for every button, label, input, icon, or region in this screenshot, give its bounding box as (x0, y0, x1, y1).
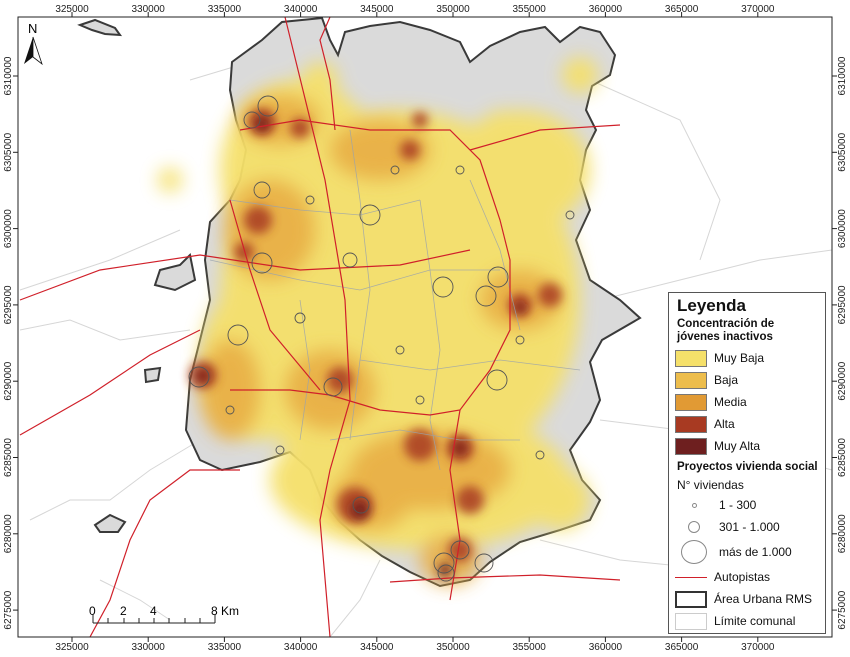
scale-label-8: 8 Km (211, 604, 239, 618)
highways-row: Autopistas (675, 566, 819, 588)
heat-class-label: Media (714, 395, 747, 409)
x-tick-label: 365000 (665, 4, 699, 15)
highways-label: Autopistas (714, 570, 771, 584)
communes-label: Límite comunal (714, 614, 796, 628)
y-tick-label: 6285000 (3, 438, 14, 477)
x-tick-label: 350000 (436, 4, 470, 15)
coordinate-ticks: 325000 325000 330000 330000 335000 335000 3400… (3, 4, 848, 653)
y-tick-label: 6290000 (3, 361, 14, 400)
heat-class-label: Baja (714, 373, 739, 387)
size-label: 1 - 300 (719, 498, 757, 512)
urban-area-fragment (77, 18, 197, 533)
map-frame (17, 16, 833, 638)
scale-label-4: 4 (150, 604, 157, 618)
heat-layer (158, 57, 598, 585)
heat-swatch (675, 437, 707, 455)
x-tick-label: 330000 (132, 4, 166, 15)
size-label: 301 - 1.000 (719, 520, 780, 534)
y-tick-label: 6305000 (837, 132, 848, 171)
y-tick-label: 6305000 (3, 132, 14, 171)
y-tick-label: 6280000 (837, 514, 848, 553)
size-row-large: más de 1.000 (675, 538, 819, 566)
heat-swatch (675, 415, 707, 433)
scale-label-0: 0 (89, 604, 96, 618)
y-tick-label: 6295000 (3, 285, 14, 324)
x-tick-label: 370000 (741, 4, 775, 15)
size-label: más de 1.000 (719, 545, 792, 559)
heat-swatch (675, 349, 707, 367)
units-label: N° viviendas (677, 478, 744, 492)
x-tick-label: 355000 (513, 642, 547, 653)
heat-class-label: Muy Alta (714, 439, 761, 453)
y-tick-label: 6300000 (837, 209, 848, 248)
x-tick-label: 370000 (741, 642, 775, 653)
x-tick-label: 350000 (436, 642, 470, 653)
urban-area-label: Área Urbana RMS (714, 592, 813, 606)
heat-swatch (675, 393, 707, 411)
y-tick-label: 6280000 (3, 514, 14, 553)
heat-class-label: Muy Baja (714, 351, 765, 365)
x-tick-label: 345000 (360, 4, 394, 15)
y-tick-label: 6275000 (837, 590, 848, 629)
x-tick-label: 355000 (513, 4, 547, 15)
x-tick-label: 325000 (55, 642, 89, 653)
heat-class-row: Muy Alta (675, 435, 819, 457)
y-tick-label: 6310000 (3, 56, 14, 95)
x-tick-label: 365000 (665, 642, 699, 653)
legend: Leyenda Concentración de jóvenes inactiv… (668, 292, 826, 634)
y-tick-label: 6275000 (3, 590, 14, 629)
x-tick-label: 340000 (284, 642, 318, 653)
size-row-small: 1 - 300 (675, 494, 819, 516)
size-row-medium: 301 - 1.000 (675, 516, 819, 538)
heat-class-row: Alta (675, 413, 819, 435)
north-arrow-icon: N (24, 21, 43, 66)
north-label: N (28, 21, 37, 36)
heat-class-row: Media (675, 391, 819, 413)
communes-row: Límite comunal (675, 610, 819, 632)
x-tick-label: 360000 (589, 4, 623, 15)
y-tick-label: 6285000 (837, 438, 848, 477)
heat-class-row: Muy Baja (675, 347, 819, 369)
social-housing-projects (188, 95, 575, 582)
x-tick-label: 360000 (589, 642, 623, 653)
heat-swatch (675, 371, 707, 389)
y-tick-label: 6295000 (837, 285, 848, 324)
projects-title: Proyectos vivienda social (677, 461, 818, 473)
y-tick-label: 6290000 (837, 361, 848, 400)
scale-label-2: 2 (120, 604, 127, 618)
highways (19, 17, 621, 637)
x-tick-label: 340000 (284, 4, 318, 15)
heat-class-label: Alta (714, 417, 735, 431)
legend-title: Leyenda (677, 296, 746, 315)
heat-title: Concentración de jóvenes inactivos (677, 318, 775, 343)
urban-area-row: Área Urbana RMS (675, 588, 819, 610)
y-tick-label: 6310000 (837, 56, 848, 95)
x-tick-label: 330000 (132, 642, 166, 653)
heat-class-row: Baja (675, 369, 819, 391)
x-tick-label: 345000 (360, 642, 394, 653)
x-tick-label: 335000 (208, 642, 242, 653)
x-tick-label: 335000 (208, 4, 242, 15)
scale-bar: 0 2 4 8 Km (89, 604, 239, 624)
x-tick-label: 325000 (55, 4, 89, 15)
y-tick-label: 6300000 (3, 209, 14, 248)
